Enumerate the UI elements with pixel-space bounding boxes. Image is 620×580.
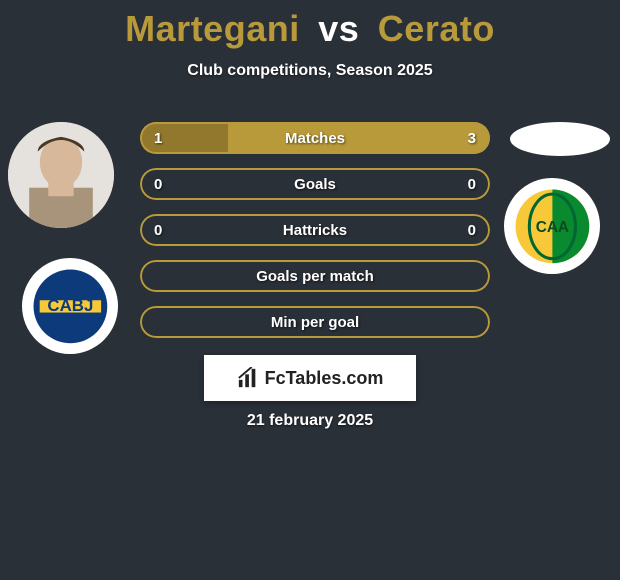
stat-value-left: 0 <box>140 214 176 246</box>
stat-label: Matches <box>140 122 490 154</box>
club2-text: CAA <box>535 218 568 235</box>
stat-row: Goals0 0 <box>140 168 490 200</box>
stat-row: Goals per match <box>140 260 490 292</box>
stat-value-right: 3 <box>454 122 490 154</box>
vs-text: vs <box>318 8 359 49</box>
stat-value-left: 1 <box>140 122 176 154</box>
player2-name: Cerato <box>378 8 495 49</box>
club1-text: CABJ <box>47 296 93 315</box>
stat-value-left: 0 <box>140 168 176 200</box>
stat-label: Goals per match <box>140 260 490 292</box>
stat-value-right: 0 <box>454 214 490 246</box>
stat-row: Min per goal <box>140 306 490 338</box>
brand-text: FcTables.com <box>265 368 384 389</box>
comparison-title: Martegani vs Cerato <box>0 0 620 50</box>
stat-bars: Matches13Goals00Hattricks00Goals per mat… <box>140 122 490 352</box>
stat-label: Goals <box>140 168 490 200</box>
stat-row: Matches1 3 <box>140 122 490 154</box>
stat-value-right: 0 <box>454 168 490 200</box>
subtitle: Club competitions, Season 2025 <box>0 62 620 80</box>
stat-label: Min per goal <box>140 306 490 338</box>
club1-badge: CABJ <box>22 258 118 354</box>
stat-row: Hattricks0 0 <box>140 214 490 246</box>
brand-box: FcTables.com <box>204 355 416 401</box>
player2-avatar-placeholder <box>510 122 610 156</box>
date-text: 21 february 2025 <box>0 412 620 430</box>
club2-badge: CAA <box>504 178 600 274</box>
stat-label: Hattricks <box>140 214 490 246</box>
player1-avatar <box>8 122 114 228</box>
bar-chart-icon <box>237 367 259 389</box>
player1-name: Martegani <box>125 8 300 49</box>
